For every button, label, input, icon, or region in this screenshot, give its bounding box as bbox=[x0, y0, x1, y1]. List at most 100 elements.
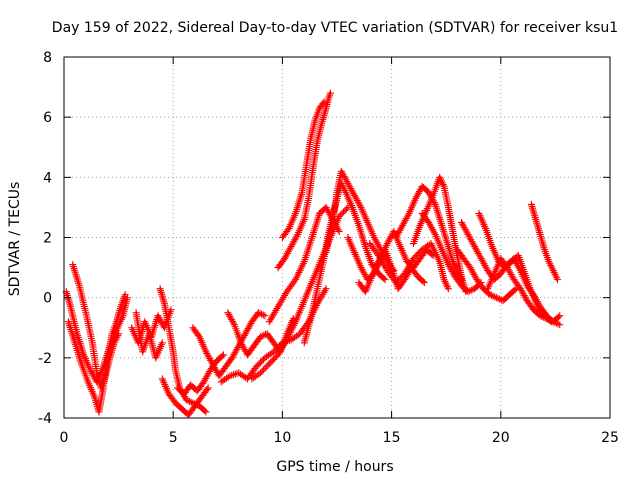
data-point-plus bbox=[488, 291, 496, 299]
data-point-plus bbox=[254, 361, 262, 369]
data-point-plus bbox=[420, 279, 428, 287]
data-point-plus bbox=[415, 249, 423, 257]
data-point-plus bbox=[268, 357, 276, 365]
data-point-plus bbox=[182, 396, 190, 404]
data-point-plus bbox=[261, 364, 269, 372]
data-point-plus bbox=[290, 277, 298, 285]
data-point-plus bbox=[444, 285, 452, 293]
data-point-plus bbox=[486, 291, 494, 299]
y-tick-label: 8 bbox=[43, 50, 52, 66]
data-point-plus bbox=[338, 209, 346, 217]
data-point-plus bbox=[320, 98, 328, 106]
data-point-plus bbox=[430, 229, 438, 237]
y-tick-label: -2 bbox=[38, 351, 52, 367]
data-point-plus bbox=[492, 294, 500, 302]
data-point-plus bbox=[184, 397, 192, 405]
data-point-plus bbox=[393, 277, 401, 285]
data-point-plus bbox=[158, 339, 166, 347]
data-point-plus bbox=[411, 253, 419, 261]
data-point-plus bbox=[554, 320, 562, 328]
x-tick-label: 5 bbox=[169, 430, 178, 446]
data-point-plus bbox=[342, 205, 350, 213]
x-tick-label: 25 bbox=[601, 430, 619, 446]
data-point-plus bbox=[536, 312, 544, 320]
data-point-plus bbox=[491, 293, 499, 301]
data-point-plus bbox=[267, 358, 275, 366]
data-point-plus bbox=[392, 279, 400, 287]
data-point-plus bbox=[395, 276, 403, 284]
data-point-plus bbox=[204, 384, 212, 392]
data-point-plus bbox=[123, 294, 131, 302]
data-point-plus bbox=[256, 309, 264, 317]
x-tick-label: 0 bbox=[60, 430, 69, 446]
data-point-plus bbox=[270, 348, 278, 356]
data-point-plus bbox=[261, 312, 269, 320]
data-point-plus bbox=[466, 287, 474, 295]
data-point-plus bbox=[203, 385, 211, 393]
data-point-plus bbox=[201, 407, 209, 415]
data-point-plus bbox=[414, 250, 422, 258]
data-point-plus bbox=[464, 288, 472, 296]
data-point-plus bbox=[271, 346, 279, 354]
chart-title: Day 159 of 2022, Sidereal Day-to-day VTE… bbox=[52, 20, 618, 36]
data-point-plus bbox=[202, 408, 210, 416]
tick-marks bbox=[63, 56, 611, 419]
data-point-plus bbox=[494, 294, 502, 302]
y-tick-label: 0 bbox=[43, 291, 52, 307]
data-point-plus bbox=[337, 211, 345, 219]
data-point-plus bbox=[265, 360, 273, 368]
data-points bbox=[62, 89, 564, 419]
y-tick-label: 6 bbox=[43, 110, 52, 126]
data-point-plus bbox=[258, 367, 266, 375]
data-point-plus bbox=[538, 312, 546, 320]
data-point-plus bbox=[233, 369, 241, 377]
data-point-plus bbox=[326, 89, 334, 97]
data-point-plus bbox=[334, 226, 342, 234]
data-point-plus bbox=[335, 227, 343, 235]
data-point-plus bbox=[257, 358, 265, 366]
x-tick-label: 10 bbox=[273, 430, 291, 446]
data-point-plus bbox=[554, 313, 562, 321]
data-point-plus bbox=[541, 314, 549, 322]
data-point-plus bbox=[543, 315, 551, 323]
y-tick-label: 4 bbox=[43, 170, 52, 186]
data-point-plus bbox=[341, 206, 349, 214]
data-point-plus bbox=[229, 319, 237, 327]
data-point-plus bbox=[264, 361, 272, 369]
data-point-plus bbox=[293, 232, 301, 240]
data-point-plus bbox=[380, 274, 388, 282]
data-point-plus bbox=[258, 357, 266, 365]
data-point-plus bbox=[257, 333, 265, 341]
data-point-plus bbox=[381, 276, 389, 284]
data-point-plus bbox=[218, 352, 226, 360]
data-point-plus bbox=[255, 360, 263, 368]
data-point-plus bbox=[228, 371, 236, 379]
data-point-plus bbox=[254, 309, 262, 317]
data-point-plus bbox=[412, 252, 420, 260]
data-point-plus bbox=[511, 286, 519, 294]
data-point-plus bbox=[467, 286, 475, 294]
data-point-plus bbox=[544, 315, 552, 323]
y-axis-label: SDTVAR / TECUs bbox=[7, 182, 23, 297]
x-tick-label: 20 bbox=[492, 430, 510, 446]
data-point-plus bbox=[226, 372, 234, 380]
data-point-plus bbox=[396, 274, 404, 282]
data-point-plus bbox=[258, 310, 266, 318]
data-point-plus bbox=[556, 312, 564, 320]
data-point-plus bbox=[270, 355, 278, 363]
data-point-plus bbox=[258, 332, 266, 340]
data-point-plus bbox=[257, 369, 265, 377]
data-point-plus bbox=[489, 292, 497, 300]
data-point-plus bbox=[556, 321, 564, 329]
data-point-plus bbox=[219, 351, 227, 359]
data-point-plus bbox=[539, 313, 547, 321]
data-point-plus bbox=[356, 202, 364, 210]
y-tick-label: -4 bbox=[38, 411, 52, 427]
data-point-plus bbox=[259, 366, 267, 374]
data-point-plus bbox=[186, 397, 194, 405]
data-point-plus bbox=[373, 250, 381, 258]
data-point-plus bbox=[252, 363, 260, 371]
data-point-plus bbox=[419, 277, 427, 285]
data-point-plus bbox=[398, 273, 406, 281]
